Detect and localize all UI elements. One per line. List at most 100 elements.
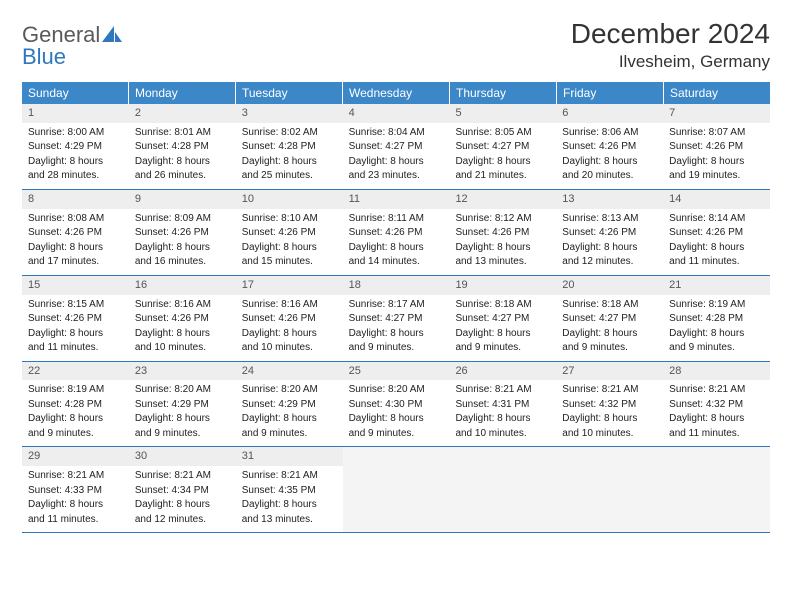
- day-cell: 29Sunrise: 8:21 AMSunset: 4:33 PMDayligh…: [22, 447, 129, 532]
- day-number: 18: [343, 276, 450, 295]
- day-number: 28: [663, 362, 770, 381]
- day-day2: and 28 minutes.: [28, 169, 123, 183]
- day-cell: 30Sunrise: 8:21 AMSunset: 4:34 PMDayligh…: [129, 447, 236, 532]
- day-sunrise: Sunrise: 8:21 AM: [455, 383, 550, 397]
- day-cell: 24Sunrise: 8:20 AMSunset: 4:29 PMDayligh…: [236, 362, 343, 447]
- day-day1: Daylight: 8 hours: [455, 412, 550, 426]
- day-number: 26: [449, 362, 556, 381]
- day-sunrise: Sunrise: 8:21 AM: [28, 469, 123, 483]
- day-day2: and 15 minutes.: [242, 255, 337, 269]
- day-body: Sunrise: 8:07 AMSunset: 4:26 PMDaylight:…: [663, 123, 770, 189]
- day-sunset: Sunset: 4:26 PM: [135, 226, 230, 240]
- day-cell: 16Sunrise: 8:16 AMSunset: 4:26 PMDayligh…: [129, 276, 236, 361]
- day-cell: 1Sunrise: 8:00 AMSunset: 4:29 PMDaylight…: [22, 104, 129, 189]
- day-sunset: Sunset: 4:29 PM: [28, 140, 123, 154]
- day-cell: [556, 447, 663, 532]
- day-sunrise: Sunrise: 8:02 AM: [242, 126, 337, 140]
- day-day2: and 9 minutes.: [669, 341, 764, 355]
- day-body: Sunrise: 8:19 AMSunset: 4:28 PMDaylight:…: [663, 295, 770, 361]
- day-day2: and 25 minutes.: [242, 169, 337, 183]
- day-day1: Daylight: 8 hours: [562, 241, 657, 255]
- day-body: Sunrise: 8:11 AMSunset: 4:26 PMDaylight:…: [343, 209, 450, 275]
- day-cell: [343, 447, 450, 532]
- day-day2: and 16 minutes.: [135, 255, 230, 269]
- day-day1: Daylight: 8 hours: [562, 327, 657, 341]
- day-cell: 23Sunrise: 8:20 AMSunset: 4:29 PMDayligh…: [129, 362, 236, 447]
- week-row: 8Sunrise: 8:08 AMSunset: 4:26 PMDaylight…: [22, 190, 770, 276]
- day-sunrise: Sunrise: 8:16 AM: [135, 298, 230, 312]
- day-sunset: Sunset: 4:29 PM: [135, 398, 230, 412]
- day-sunset: Sunset: 4:26 PM: [28, 312, 123, 326]
- day-cell: 31Sunrise: 8:21 AMSunset: 4:35 PMDayligh…: [236, 447, 343, 532]
- day-cell: [449, 447, 556, 532]
- day-day2: and 12 minutes.: [135, 513, 230, 527]
- week-row: 29Sunrise: 8:21 AMSunset: 4:33 PMDayligh…: [22, 447, 770, 533]
- day-sunset: Sunset: 4:29 PM: [242, 398, 337, 412]
- day-sunrise: Sunrise: 8:06 AM: [562, 126, 657, 140]
- day-sunrise: Sunrise: 8:13 AM: [562, 212, 657, 226]
- day-number: 29: [22, 447, 129, 466]
- day-of-week-row: Sunday Monday Tuesday Wednesday Thursday…: [22, 82, 770, 104]
- day-body: Sunrise: 8:16 AMSunset: 4:26 PMDaylight:…: [236, 295, 343, 361]
- day-sunrise: Sunrise: 8:21 AM: [242, 469, 337, 483]
- day-sunset: Sunset: 4:27 PM: [562, 312, 657, 326]
- day-day1: Daylight: 8 hours: [349, 327, 444, 341]
- day-day1: Daylight: 8 hours: [669, 155, 764, 169]
- day-day2: and 9 minutes.: [562, 341, 657, 355]
- day-number: 15: [22, 276, 129, 295]
- day-body: Sunrise: 8:17 AMSunset: 4:27 PMDaylight:…: [343, 295, 450, 361]
- day-sunset: Sunset: 4:26 PM: [349, 226, 444, 240]
- day-body: Sunrise: 8:16 AMSunset: 4:26 PMDaylight:…: [129, 295, 236, 361]
- day-cell: 9Sunrise: 8:09 AMSunset: 4:26 PMDaylight…: [129, 190, 236, 275]
- day-body: Sunrise: 8:14 AMSunset: 4:26 PMDaylight:…: [663, 209, 770, 275]
- day-day2: and 10 minutes.: [562, 427, 657, 441]
- day-day1: Daylight: 8 hours: [242, 241, 337, 255]
- day-body: Sunrise: 8:09 AMSunset: 4:26 PMDaylight:…: [129, 209, 236, 275]
- day-day1: Daylight: 8 hours: [135, 327, 230, 341]
- day-cell: 4Sunrise: 8:04 AMSunset: 4:27 PMDaylight…: [343, 104, 450, 189]
- day-number: 7: [663, 104, 770, 123]
- day-cell: 28Sunrise: 8:21 AMSunset: 4:32 PMDayligh…: [663, 362, 770, 447]
- day-sunrise: Sunrise: 8:14 AM: [669, 212, 764, 226]
- day-sunset: Sunset: 4:27 PM: [455, 140, 550, 154]
- day-day2: and 9 minutes.: [135, 427, 230, 441]
- day-sunset: Sunset: 4:27 PM: [455, 312, 550, 326]
- week-row: 22Sunrise: 8:19 AMSunset: 4:28 PMDayligh…: [22, 362, 770, 448]
- day-sunrise: Sunrise: 8:20 AM: [349, 383, 444, 397]
- day-sunset: Sunset: 4:26 PM: [242, 226, 337, 240]
- day-number: 10: [236, 190, 343, 209]
- day-day2: and 10 minutes.: [455, 427, 550, 441]
- day-body: Sunrise: 8:21 AMSunset: 4:35 PMDaylight:…: [236, 466, 343, 532]
- day-sunrise: Sunrise: 8:21 AM: [135, 469, 230, 483]
- day-number: 20: [556, 276, 663, 295]
- day-sunset: Sunset: 4:31 PM: [455, 398, 550, 412]
- day-sunset: Sunset: 4:27 PM: [349, 140, 444, 154]
- day-number: 14: [663, 190, 770, 209]
- day-body: Sunrise: 8:15 AMSunset: 4:26 PMDaylight:…: [22, 295, 129, 361]
- day-day2: and 11 minutes.: [28, 341, 123, 355]
- logo: General Blue: [22, 24, 122, 68]
- day-number: 19: [449, 276, 556, 295]
- day-sunrise: Sunrise: 8:12 AM: [455, 212, 550, 226]
- day-day2: and 26 minutes.: [135, 169, 230, 183]
- day-sunset: Sunset: 4:27 PM: [349, 312, 444, 326]
- dow-wednesday: Wednesday: [343, 82, 450, 104]
- day-sunrise: Sunrise: 8:09 AM: [135, 212, 230, 226]
- day-sunrise: Sunrise: 8:16 AM: [242, 298, 337, 312]
- location-label: Ilvesheim, Germany: [571, 52, 770, 72]
- day-day2: and 9 minutes.: [349, 427, 444, 441]
- day-day1: Daylight: 8 hours: [135, 155, 230, 169]
- day-number: 24: [236, 362, 343, 381]
- day-sunrise: Sunrise: 8:19 AM: [28, 383, 123, 397]
- day-body: Sunrise: 8:08 AMSunset: 4:26 PMDaylight:…: [22, 209, 129, 275]
- day-sunrise: Sunrise: 8:04 AM: [349, 126, 444, 140]
- day-body: Sunrise: 8:21 AMSunset: 4:34 PMDaylight:…: [129, 466, 236, 532]
- day-day1: Daylight: 8 hours: [349, 155, 444, 169]
- day-cell: 17Sunrise: 8:16 AMSunset: 4:26 PMDayligh…: [236, 276, 343, 361]
- day-day2: and 10 minutes.: [135, 341, 230, 355]
- day-day1: Daylight: 8 hours: [669, 241, 764, 255]
- day-sunset: Sunset: 4:33 PM: [28, 484, 123, 498]
- day-sunset: Sunset: 4:26 PM: [135, 312, 230, 326]
- day-number: 23: [129, 362, 236, 381]
- day-sunrise: Sunrise: 8:10 AM: [242, 212, 337, 226]
